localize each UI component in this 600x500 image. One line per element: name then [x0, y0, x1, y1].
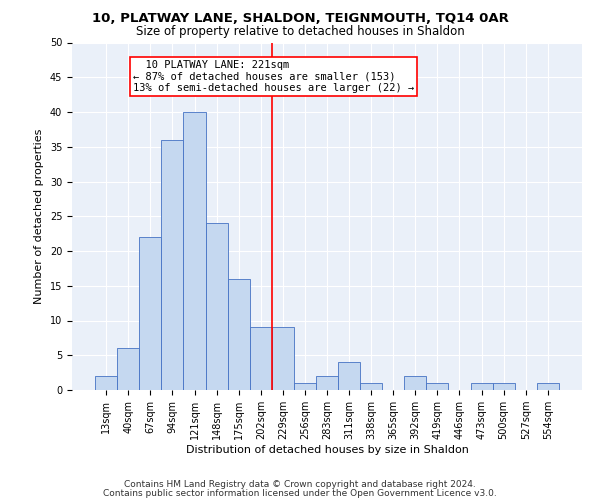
Text: Contains HM Land Registry data © Crown copyright and database right 2024.: Contains HM Land Registry data © Crown c… [124, 480, 476, 489]
Bar [117, 348, 139, 390]
Bar [139, 237, 161, 390]
Text: 10, PLATWAY LANE, SHALDON, TEIGNMOUTH, TQ14 0AR: 10, PLATWAY LANE, SHALDON, TEIGNMOUTH, T… [92, 12, 508, 26]
Bar [206, 223, 227, 390]
Bar [316, 376, 338, 390]
Bar [360, 383, 382, 390]
Bar [427, 383, 448, 390]
X-axis label: Distribution of detached houses by size in Shaldon: Distribution of detached houses by size … [185, 445, 469, 455]
Y-axis label: Number of detached properties: Number of detached properties [34, 128, 44, 304]
Bar [404, 376, 427, 390]
Text: Contains public sector information licensed under the Open Government Licence v3: Contains public sector information licen… [103, 488, 497, 498]
Bar [227, 279, 250, 390]
Bar [272, 328, 294, 390]
Text: Size of property relative to detached houses in Shaldon: Size of property relative to detached ho… [136, 25, 464, 38]
Text: 10 PLATWAY LANE: 221sqm
← 87% of detached houses are smaller (153)
13% of semi-d: 10 PLATWAY LANE: 221sqm ← 87% of detache… [133, 60, 414, 93]
Bar [184, 112, 206, 390]
Bar [493, 383, 515, 390]
Bar [250, 328, 272, 390]
Bar [338, 362, 360, 390]
Bar [470, 383, 493, 390]
Bar [161, 140, 184, 390]
Bar [294, 383, 316, 390]
Bar [537, 383, 559, 390]
Bar [95, 376, 117, 390]
